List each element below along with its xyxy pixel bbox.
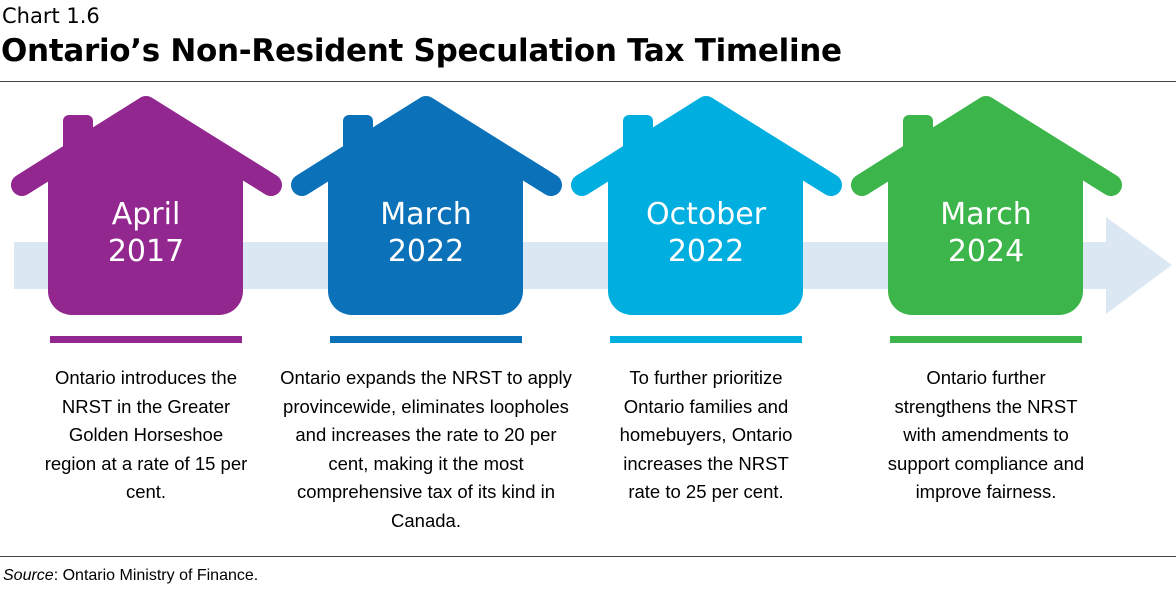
house-body-top bbox=[888, 160, 1083, 200]
milestone-underline bbox=[50, 336, 242, 343]
milestone-underline bbox=[330, 336, 522, 343]
milestone-underline bbox=[610, 336, 802, 343]
source-note: Source: Ontario Ministry of Finance. bbox=[3, 567, 258, 585]
milestone-date: October 2022 bbox=[606, 196, 806, 270]
chart-number: Chart 1.6 bbox=[2, 4, 100, 28]
timeline-arrow-head bbox=[1106, 217, 1172, 314]
source-label: Source bbox=[3, 567, 54, 584]
milestone-month: October bbox=[645, 197, 767, 232]
milestone-date: April 2017 bbox=[46, 196, 246, 270]
title-divider bbox=[0, 81, 1176, 82]
milestone-description: To further prioritize Ontario families a… bbox=[619, 367, 793, 502]
milestone-year: 2017 bbox=[107, 234, 185, 269]
milestone-year: 2022 bbox=[387, 234, 465, 269]
footer-divider bbox=[0, 556, 1176, 557]
house-roof-fill bbox=[48, 107, 243, 175]
milestone-underline bbox=[890, 336, 1082, 343]
house-body-top bbox=[48, 160, 243, 200]
milestone-description: Ontario introduces the NRST in the Great… bbox=[44, 367, 248, 502]
milestone-month: March bbox=[940, 197, 1032, 232]
milestone-description: Ontario further strengthens the NRST wit… bbox=[887, 367, 1085, 502]
milestone-year: 2022 bbox=[667, 234, 745, 269]
milestone-month: April bbox=[111, 197, 181, 232]
house-roof-icon bbox=[851, 96, 1122, 196]
house-roof-fill bbox=[608, 107, 803, 175]
milestone-description: Ontario expands the NRST to apply provin… bbox=[280, 367, 572, 531]
milestone-date: March 2022 bbox=[326, 196, 526, 270]
house-roof-fill bbox=[888, 107, 1083, 175]
house-roof-icon bbox=[291, 96, 562, 196]
milestone-year: 2024 bbox=[947, 234, 1025, 269]
house-roof-icon bbox=[571, 96, 842, 196]
source-text: : Ontario Ministry of Finance. bbox=[53, 567, 259, 584]
milestone-month: March bbox=[380, 197, 472, 232]
milestone-date: March 2024 bbox=[886, 196, 1086, 270]
house-roof-fill bbox=[328, 107, 523, 175]
house-roof-icon bbox=[11, 96, 282, 196]
house-body-top bbox=[608, 160, 803, 200]
house-body-top bbox=[328, 160, 523, 200]
chart-title: Ontario’s Non-Resident Speculation Tax T… bbox=[1, 33, 842, 69]
